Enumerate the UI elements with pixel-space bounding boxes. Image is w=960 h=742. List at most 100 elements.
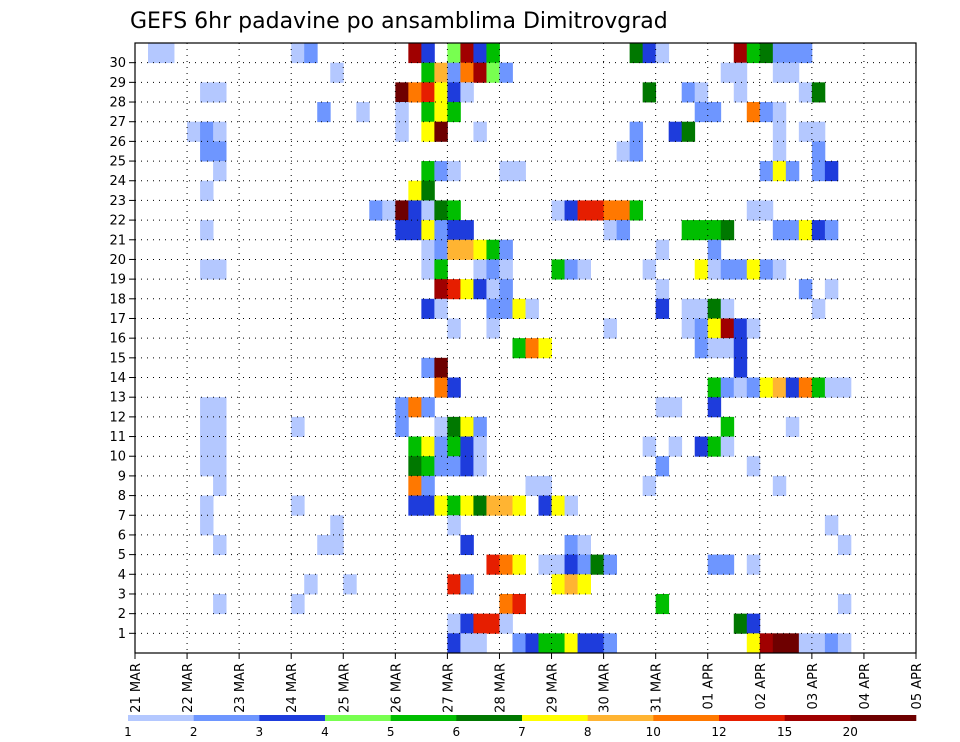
- heatmap-cell: [824, 220, 839, 241]
- colorbar-label: 5: [387, 725, 395, 739]
- heatmap-cell: [434, 377, 448, 398]
- heatmap-cell: [486, 495, 500, 516]
- heatmap-cell: [733, 318, 748, 339]
- heatmap-cell: [304, 43, 318, 64]
- x-tick-label: 27 MAR: [441, 663, 456, 713]
- heatmap-cell: [395, 102, 409, 123]
- heatmap-cell: [408, 220, 422, 241]
- heatmap-cell: [772, 259, 787, 280]
- heatmap-cell: [512, 298, 526, 319]
- heatmap-cell: [434, 239, 448, 260]
- heatmap-cell: [720, 554, 735, 575]
- colorbar-swatch: [259, 715, 326, 721]
- heatmap-cell: [707, 397, 722, 418]
- heatmap-cell: [447, 495, 461, 516]
- heatmap-cell: [473, 416, 487, 437]
- heatmap-cell: [486, 298, 500, 319]
- heatmap-cell: [447, 416, 461, 437]
- x-tick-label: 30 MAR: [598, 663, 613, 713]
- heatmap-cell: [759, 377, 774, 398]
- heatmap-cell: [486, 62, 500, 83]
- heatmap-cell: [720, 377, 735, 398]
- heatmap-cell: [200, 416, 214, 437]
- heatmap-cell: [707, 259, 722, 280]
- heatmap-cell: [759, 633, 774, 654]
- heatmap-cell: [499, 259, 513, 280]
- heatmap-cell: [772, 475, 787, 496]
- heatmap-cell: [512, 161, 526, 182]
- heatmap-cell: [447, 161, 461, 182]
- heatmap-cell: [772, 141, 787, 162]
- heatmap-cell: [785, 633, 800, 654]
- heatmap-cell: [213, 534, 227, 556]
- heatmap-cell: [772, 161, 787, 182]
- heatmap-cell: [499, 62, 513, 83]
- heatmap-cell: [447, 515, 461, 536]
- y-tick-label: 10: [109, 450, 126, 465]
- heatmap-cell: [499, 279, 513, 300]
- colorbar-label: 7: [518, 725, 526, 739]
- heatmap-cell: [473, 121, 487, 142]
- heatmap-cell: [603, 220, 618, 241]
- heatmap-cell: [213, 416, 227, 437]
- colorbar: 1 2 3 4 5 6 7 8 10 12 15 20: [124, 715, 917, 739]
- heatmap-cell: [720, 298, 735, 319]
- heatmap-cell: [460, 613, 474, 634]
- heatmap-cell: [785, 43, 800, 64]
- heatmap-cell: [213, 161, 227, 182]
- heatmap-cell: [434, 102, 448, 123]
- heatmap-cell: [590, 554, 604, 575]
- heatmap-cell: [525, 633, 539, 654]
- heatmap-cell: [421, 456, 435, 477]
- heatmap-cell: [408, 436, 422, 457]
- heatmap-cell: [434, 456, 448, 477]
- heatmap-cell: [551, 633, 565, 654]
- heatmap-cell: [837, 534, 852, 556]
- heatmap-cell: [447, 279, 461, 300]
- heatmap-cell: [473, 43, 487, 64]
- y-tick-label: 21: [109, 233, 126, 248]
- x-tick-label: 02 APR: [754, 663, 769, 709]
- heatmap-cell: [746, 200, 761, 221]
- heatmap-cell: [460, 82, 474, 103]
- heatmap-cell: [798, 121, 813, 142]
- x-axis-ticks: 21 MAR 22 MAR 23 MAR 24 MAR 25 MAR 26 MAR 27 M…: [129, 653, 925, 713]
- heatmap-cell: [681, 220, 696, 241]
- heatmap-cell: [824, 161, 839, 182]
- heatmap-cell: [421, 220, 435, 241]
- heatmap-cell: [408, 456, 422, 477]
- heatmap-cell: [317, 102, 331, 123]
- heatmap-cell: [421, 495, 435, 516]
- heatmap-cell: [616, 220, 631, 241]
- heatmap-cell: [733, 613, 748, 634]
- heatmap-cell: [421, 298, 435, 319]
- heatmap-cell: [811, 377, 826, 398]
- heatmap-cell: [616, 200, 631, 221]
- heatmap-cell: [213, 397, 227, 418]
- heatmap-cell: [421, 259, 435, 280]
- heatmap-cell: [213, 436, 227, 457]
- x-tick-label: 29 MAR: [546, 663, 561, 713]
- heatmap-cell: [473, 279, 487, 300]
- heatmap-cell: [499, 298, 513, 319]
- heatmap-cell: [655, 298, 670, 319]
- heatmap-cell: [733, 357, 748, 378]
- heatmap-cell: [356, 102, 370, 123]
- heatmap-cell: [746, 377, 761, 398]
- y-tick-label: 4: [118, 568, 126, 583]
- y-tick-label: 8: [118, 489, 126, 504]
- heatmap-cell: [200, 456, 214, 477]
- heatmap-cell: [642, 475, 657, 496]
- heatmap-cell: [577, 259, 591, 280]
- heatmap-cell: [681, 82, 696, 103]
- heatmap-cell: [785, 220, 800, 241]
- x-tick-label: 25 MAR: [337, 663, 352, 713]
- heatmap-cell: [642, 82, 657, 103]
- heatmap-cell: [694, 259, 709, 280]
- heatmap-cells: [148, 43, 852, 654]
- heatmap-cell: [486, 554, 500, 575]
- colorbar-label: 2: [190, 725, 198, 739]
- x-tick-label: 03 APR: [806, 663, 821, 709]
- heatmap-cell: [668, 121, 683, 142]
- colorbar-swatch: [325, 715, 391, 721]
